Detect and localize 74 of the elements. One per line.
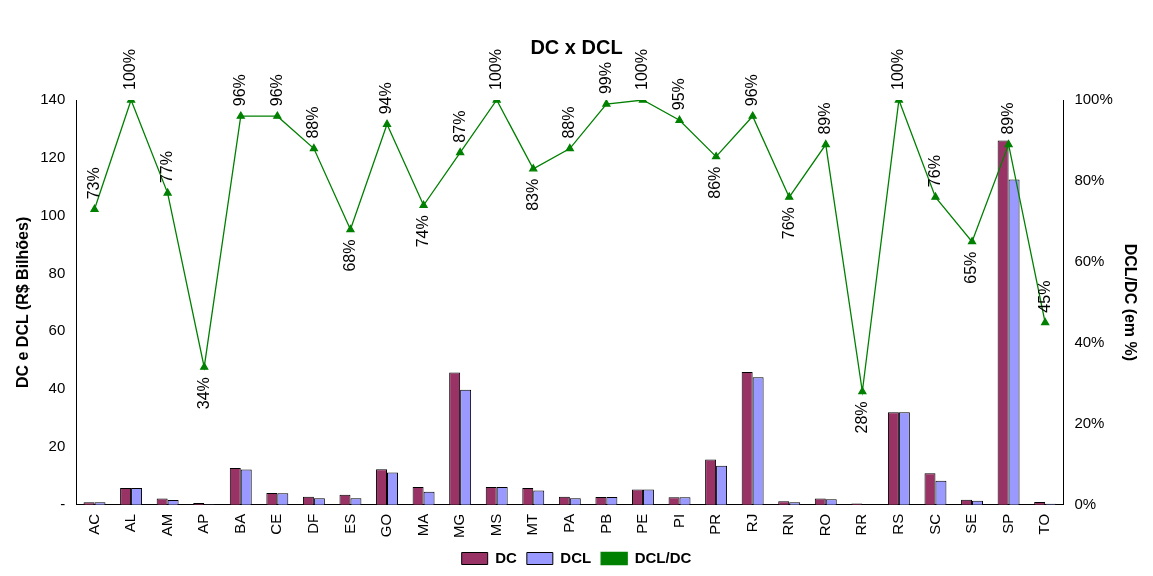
x-tick-label: SC — [925, 513, 943, 535]
data-label: 86% — [706, 166, 724, 199]
data-label: 65% — [962, 251, 980, 284]
data-label: 77% — [158, 151, 176, 184]
legend-label: DCL — [560, 548, 592, 566]
data-label: 94% — [377, 82, 395, 115]
data-label: 73% — [84, 167, 102, 200]
data-label: 89% — [999, 102, 1016, 135]
x-tick-label: RR — [852, 513, 870, 536]
x-tick-label: MS — [486, 513, 504, 537]
x-tick-label: AM — [157, 513, 175, 537]
data-label: 88% — [560, 106, 578, 139]
data-label: 89% — [816, 102, 834, 135]
data-label: 99% — [596, 62, 614, 95]
x-tick-label: SE — [962, 513, 980, 534]
data-label: 76% — [779, 207, 797, 240]
y-tick-label: 40 — [48, 379, 66, 397]
x-tick-label: GO — [377, 513, 395, 538]
x-tick-label: RO — [815, 513, 833, 537]
chart-title: DC x DCL — [530, 35, 623, 58]
data-label: 28% — [852, 401, 870, 434]
legend-label: DCL/DC — [634, 548, 692, 566]
x-tick-label: RJ — [742, 513, 760, 533]
data-label: 74% — [413, 215, 431, 248]
y2-tick-label: 80% — [1074, 171, 1105, 189]
x-tick-label: AC — [84, 513, 102, 535]
x-tick-label: PR — [706, 513, 724, 535]
x-tick-label: ES — [340, 513, 358, 534]
data-label: 87% — [450, 110, 468, 143]
x-tick-label: AL — [121, 513, 139, 533]
data-label: 45% — [1035, 280, 1053, 313]
x-tick-label: MA — [413, 513, 431, 537]
x-tick-label: CE — [267, 513, 285, 535]
data-label: 95% — [669, 78, 687, 111]
y-tick-label: 100 — [40, 205, 66, 223]
data-label: 76% — [925, 155, 943, 188]
data-label: 83% — [523, 178, 541, 211]
data-label: 96% — [231, 74, 249, 107]
y2-axis-title: DCL/DC (em %) — [1121, 243, 1139, 362]
data-label: 100% — [633, 49, 651, 90]
y2-tick-label: 0% — [1074, 494, 1097, 512]
x-tick-label: PE — [633, 513, 651, 534]
y-tick-label: 60 — [48, 321, 66, 339]
x-tick-label: RS — [889, 513, 907, 535]
y-tick-label: 20 — [48, 437, 66, 455]
data-label: 68% — [340, 239, 358, 272]
data-label: 96% — [267, 74, 285, 107]
y2-tick-label: 60% — [1074, 252, 1105, 270]
x-tick-label: RN — [779, 513, 797, 536]
legend-label: DC — [495, 548, 518, 566]
data-label: 34% — [194, 377, 212, 410]
data-label: 100% — [121, 49, 139, 90]
y2-tick-label: 20% — [1074, 414, 1105, 432]
x-tick-label: DF — [304, 513, 322, 534]
y-tick-label: 80 — [48, 263, 66, 281]
y-tick-label: 140 — [40, 90, 66, 108]
y-axis-title: DC e DCL (R$ Bilhões) — [14, 216, 32, 389]
x-tick-label: SP — [998, 513, 1016, 534]
x-tick-label: TO — [1035, 513, 1053, 535]
data-label: 96% — [743, 74, 761, 107]
x-tick-label: AP — [194, 513, 212, 534]
x-tick-label: PB — [596, 513, 614, 534]
x-tick-label: PA — [559, 513, 577, 533]
data-label: 100% — [487, 49, 505, 90]
data-label: 100% — [889, 49, 907, 90]
data-label: 88% — [304, 106, 322, 139]
y-tick-label: 120 — [40, 147, 66, 165]
x-tick-label: PI — [669, 513, 687, 529]
x-tick-label: BA — [230, 513, 248, 534]
x-tick-label: MG — [450, 513, 468, 539]
y2-tick-label: 100% — [1074, 90, 1113, 108]
y2-tick-label: 40% — [1074, 333, 1105, 351]
y-tick-label: - — [60, 494, 66, 512]
x-tick-label: MT — [523, 513, 541, 536]
